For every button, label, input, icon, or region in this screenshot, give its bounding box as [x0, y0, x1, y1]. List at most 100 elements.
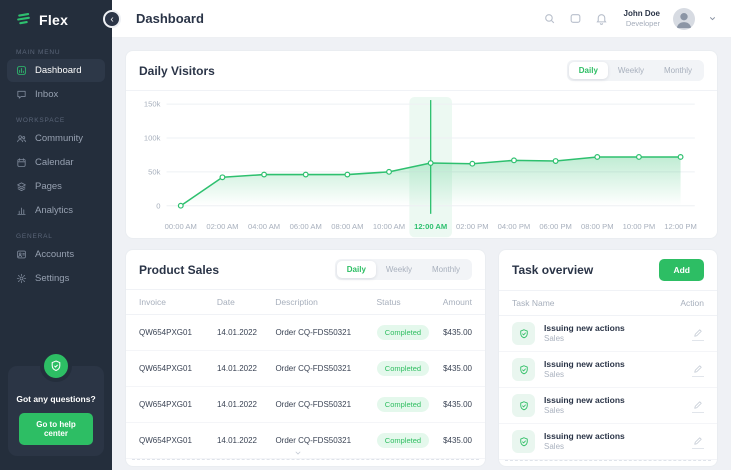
sidebar-item-inbox[interactable]: Inbox: [7, 83, 105, 106]
status-badge: Completed: [377, 325, 429, 340]
svg-text:08:00 PM: 08:00 PM: [581, 222, 614, 231]
description-cell: Order CQ-FDS50321: [275, 364, 376, 373]
task-shield-icon: [512, 430, 535, 453]
status-cell: Completed: [377, 433, 443, 448]
task-row[interactable]: Issuing new actionsSales: [499, 388, 717, 424]
visitors-area-chart: 150k100k50k000:00 AM02:00 AM04:00 AM06:0…: [132, 96, 707, 238]
edit-pencil-icon[interactable]: [692, 363, 704, 377]
tasks-card-title: Task overview: [512, 263, 593, 277]
amount-cell: $435.00: [443, 328, 472, 337]
header-actions: John Doe Developer: [543, 8, 717, 30]
visitors-tab-daily[interactable]: Daily: [569, 62, 608, 79]
top-header: Dashboard John Doe Developer: [112, 0, 731, 38]
date-cell: 14.01.2022: [217, 364, 275, 373]
svg-text:12:00 PM: 12:00 PM: [664, 222, 697, 231]
sidebar-section-label: Workspace: [16, 117, 112, 124]
sidebar-item-community[interactable]: Community: [7, 127, 105, 150]
sidebar-item-dashboard[interactable]: Dashboard: [7, 59, 105, 82]
task-text: Issuing new actionsSales: [544, 359, 625, 380]
task-title: Issuing new actions: [544, 431, 625, 442]
task-title: Issuing new actions: [544, 359, 625, 370]
date-cell: 14.01.2022: [217, 328, 275, 337]
chevron-down-icon[interactable]: [294, 449, 302, 457]
amount-cell: $435.00: [443, 400, 472, 409]
task-subtitle: Sales: [544, 370, 625, 380]
status-badge: Completed: [377, 433, 429, 448]
calendar-icon: [16, 157, 27, 168]
sales-table-row[interactable]: QW654PXG0114.01.2022Order CQ-FDS50321Com…: [126, 387, 485, 423]
main-area: Dashboard John Doe Developer: [112, 0, 731, 470]
edit-pencil-icon[interactable]: [692, 399, 704, 413]
notifications-bell-icon[interactable]: [595, 12, 608, 25]
add-task-button[interactable]: Add: [659, 259, 704, 281]
daily-visitors-card: Daily Visitors DailyWeeklyMonthly 150k10…: [125, 50, 718, 239]
tasks-footer-divider: [505, 460, 711, 466]
sales-col-description: Description: [275, 297, 376, 307]
date-cell: 14.01.2022: [217, 436, 275, 445]
dashboard-content: Daily Visitors DailyWeeklyMonthly 150k10…: [112, 38, 731, 470]
description-cell: Order CQ-FDS50321: [275, 400, 376, 409]
svg-text:04:00 AM: 04:00 AM: [248, 222, 280, 231]
svg-text:150k: 150k: [144, 100, 161, 109]
edit-pencil-icon[interactable]: [692, 327, 704, 341]
task-row[interactable]: Issuing new actionsSales: [499, 424, 717, 460]
task-subtitle: Sales: [544, 442, 625, 452]
sidebar-item-label: Pages: [35, 181, 62, 192]
status-cell: Completed: [377, 361, 443, 376]
sales-tab-daily[interactable]: Daily: [337, 261, 376, 278]
svg-text:0: 0: [156, 201, 160, 210]
sidebar-item-analytics[interactable]: Analytics: [7, 199, 105, 222]
pages-icon: [16, 181, 27, 192]
task-row[interactable]: Issuing new actionsSales: [499, 316, 717, 352]
tasks-list: Issuing new actionsSalesIssuing new acti…: [499, 316, 717, 460]
sidebar-item-label: Calendar: [35, 157, 74, 168]
sales-tab-weekly[interactable]: Weekly: [376, 261, 422, 278]
amount-cell: $435.00: [443, 364, 472, 373]
amount-cell: $435.00: [443, 436, 472, 445]
settings-icon: [16, 273, 27, 284]
task-shield-icon: [512, 322, 535, 345]
sidebar-item-label: Settings: [35, 273, 69, 284]
visitors-tab-weekly[interactable]: Weekly: [608, 62, 654, 79]
community-icon: [16, 133, 27, 144]
accounts-icon: [16, 249, 27, 260]
search-icon[interactable]: [543, 12, 556, 25]
help-question: Got any questions?: [16, 394, 96, 404]
svg-text:100k: 100k: [144, 134, 161, 143]
svg-text:06:00 AM: 06:00 AM: [290, 222, 322, 231]
sales-table-row[interactable]: QW654PXG0114.01.2022Order CQ-FDS50321Com…: [126, 351, 485, 387]
visitors-tab-monthly[interactable]: Monthly: [654, 62, 702, 79]
task-text: Issuing new actionsSales: [544, 431, 625, 452]
sidebar-item-calendar[interactable]: Calendar: [7, 151, 105, 174]
user-role: Developer: [624, 19, 660, 28]
sidebar-item-settings[interactable]: Settings: [7, 267, 105, 290]
tasks-col-task-name: Task Name: [512, 298, 555, 308]
edit-pencil-icon[interactable]: [692, 435, 704, 449]
sidebar-item-pages[interactable]: Pages: [7, 175, 105, 198]
user-avatar[interactable]: [673, 8, 695, 30]
svg-text:12:00 AM: 12:00 AM: [414, 222, 447, 231]
task-row[interactable]: Issuing new actionsSales: [499, 352, 717, 388]
messages-icon[interactable]: [569, 12, 582, 25]
user-meta: John Doe Developer: [624, 9, 660, 28]
sales-table-row[interactable]: QW654PXG0114.01.2022Order CQ-FDS50321Com…: [126, 423, 485, 459]
sidebar-item-accounts[interactable]: Accounts: [7, 243, 105, 266]
app-window: Flex ‹ MAIN MENUDashboardInboxWorkspaceC…: [0, 0, 731, 470]
invoice-cell: QW654PXG01: [139, 436, 217, 445]
svg-text:10:00 AM: 10:00 AM: [373, 222, 405, 231]
invoice-cell: QW654PXG01: [139, 364, 217, 373]
sidebar-section-label: General: [16, 233, 112, 240]
status-badge: Completed: [377, 397, 429, 412]
daily-visitors-chart: 150k100k50k000:00 AM02:00 AM04:00 AM06:0…: [126, 91, 717, 238]
chevron-down-icon[interactable]: [708, 14, 717, 23]
sales-tab-monthly[interactable]: Monthly: [422, 261, 470, 278]
sidebar-collapse-button[interactable]: ‹: [103, 10, 121, 28]
help-center-button[interactable]: Go to help center: [19, 413, 93, 445]
svg-text:02:00 PM: 02:00 PM: [456, 222, 489, 231]
inbox-icon: [16, 89, 27, 100]
task-overview-card: Task overview Add Task NameAction Issuin…: [498, 249, 718, 467]
status-cell: Completed: [377, 397, 443, 412]
status-badge: Completed: [377, 361, 429, 376]
sales-table-row[interactable]: QW654PXG0114.01.2022Order CQ-FDS50321Com…: [126, 315, 485, 351]
task-shield-icon: [512, 358, 535, 381]
